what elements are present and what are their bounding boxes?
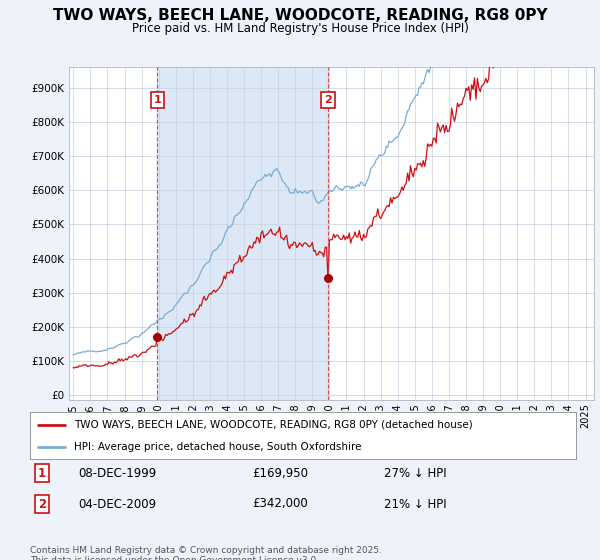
Text: 1: 1 — [154, 95, 161, 105]
Text: 21% ↓ HPI: 21% ↓ HPI — [384, 497, 446, 511]
Text: HPI: Average price, detached house, South Oxfordshire: HPI: Average price, detached house, Sout… — [74, 442, 361, 452]
Text: 04-DEC-2009: 04-DEC-2009 — [78, 497, 156, 511]
Text: TWO WAYS, BEECH LANE, WOODCOTE, READING, RG8 0PY (detached house): TWO WAYS, BEECH LANE, WOODCOTE, READING,… — [74, 420, 472, 430]
Text: 2: 2 — [38, 497, 46, 511]
Text: Price paid vs. HM Land Registry's House Price Index (HPI): Price paid vs. HM Land Registry's House … — [131, 22, 469, 35]
Text: Contains HM Land Registry data © Crown copyright and database right 2025.
This d: Contains HM Land Registry data © Crown c… — [30, 546, 382, 560]
Text: £342,000: £342,000 — [252, 497, 308, 511]
Text: 27% ↓ HPI: 27% ↓ HPI — [384, 466, 446, 480]
Text: 2: 2 — [324, 95, 332, 105]
Text: 1: 1 — [38, 466, 46, 480]
Text: £169,950: £169,950 — [252, 466, 308, 480]
Bar — [157, 67, 328, 400]
Text: TWO WAYS, BEECH LANE, WOODCOTE, READING, RG8 0PY: TWO WAYS, BEECH LANE, WOODCOTE, READING,… — [53, 8, 547, 24]
Text: 08-DEC-1999: 08-DEC-1999 — [78, 466, 156, 480]
